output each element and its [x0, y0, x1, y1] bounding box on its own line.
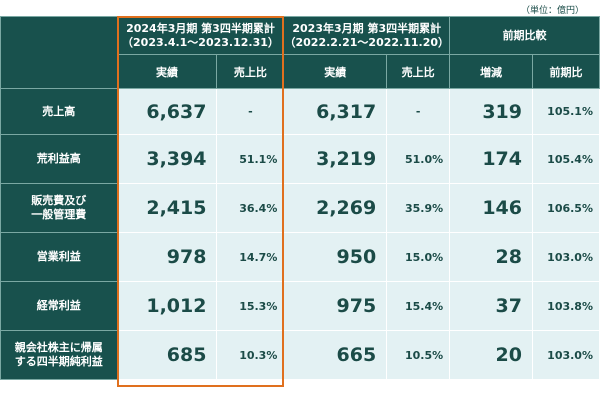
current-ratio-cell: 14.7% — [216, 232, 285, 282]
col-current-ratio: 売上比 — [216, 54, 285, 89]
col-current-actual: 実績 — [116, 54, 218, 89]
diff-cell: 37 — [449, 281, 533, 331]
current-ratio-cell: 51.1% — [216, 134, 285, 184]
col-diff: 増減 — [449, 54, 533, 89]
table-row: 営業利益 978 14.7% 950 15.0% 28 103.0% — [0, 232, 600, 282]
header-comparison: 前期比較 — [449, 16, 600, 55]
current-actual-cell: 2,415 — [116, 183, 218, 233]
current-actual-cell: 3,394 — [116, 134, 218, 184]
previous-ratio-cell: 10.5% — [386, 330, 451, 380]
yoy-cell: 103.0% — [532, 330, 600, 380]
previous-ratio-cell: 35.9% — [386, 183, 451, 233]
table-row: 売上高 6,637 - 6,317 - 319 105.1% — [0, 88, 600, 135]
previous-actual-cell: 950 — [283, 232, 388, 282]
yoy-cell: 105.4% — [532, 134, 600, 184]
previous-actual-cell: 975 — [283, 281, 388, 331]
col-previous-ratio: 売上比 — [386, 54, 451, 89]
unit-note: （単位：億円） — [520, 6, 584, 16]
current-actual-cell: 685 — [116, 330, 218, 380]
current-ratio-cell: - — [216, 88, 285, 135]
previous-period-title: 2023年3月期 第3四半期累計 — [292, 21, 442, 35]
current-actual-cell: 6,637 — [116, 88, 218, 135]
previous-actual-cell: 3,219 — [283, 134, 388, 184]
table-row: 親会社株主に帰属 する四半期純利益 685 10.3% 665 10.5% 20 … — [0, 330, 600, 380]
header-current-period: 2024年3月期 第3四半期累計 （2023.4.1～2023.12.31） — [116, 16, 285, 55]
row-label: 販売費及び 一般管理費 — [0, 183, 118, 233]
previous-actual-cell: 6,317 — [283, 88, 388, 135]
previous-period-range: （2022.2.21～2022.11.20） — [284, 35, 450, 49]
previous-actual-cell: 2,269 — [283, 183, 388, 233]
table-row: 経常利益 1,012 15.3% 975 15.4% 37 103.8% — [0, 281, 600, 331]
yoy-cell: 106.5% — [532, 183, 600, 233]
previous-ratio-cell: 15.4% — [386, 281, 451, 331]
previous-actual-cell: 665 — [283, 330, 388, 380]
col-yoy: 前期比 — [532, 54, 600, 89]
header-previous-period: 2023年3月期 第3四半期累計 （2022.2.21～2022.11.20） — [283, 16, 451, 55]
yoy-cell: 103.8% — [532, 281, 600, 331]
financial-table: 2024年3月期 第3四半期累計 （2023.4.1～2023.12.31） 2… — [0, 16, 600, 380]
current-actual-cell: 1,012 — [116, 281, 218, 331]
table-row: 販売費及び 一般管理費 2,415 36.4% 2,269 35.9% 146 1… — [0, 183, 600, 233]
current-ratio-cell: 15.3% — [216, 281, 285, 331]
table-row: 荒利益高 3,394 51.1% 3,219 51.0% 174 105.4% — [0, 134, 600, 184]
current-period-range: （2023.4.1～2023.12.31） — [122, 35, 279, 49]
yoy-cell: 103.0% — [532, 232, 600, 282]
yoy-cell: 105.1% — [532, 88, 600, 135]
current-period-title: 2024年3月期 第3四半期累計 — [126, 21, 275, 35]
diff-cell: 319 — [449, 88, 533, 135]
col-previous-actual: 実績 — [283, 54, 388, 89]
diff-cell: 174 — [449, 134, 533, 184]
previous-ratio-cell: - — [386, 88, 451, 135]
current-ratio-cell: 10.3% — [216, 330, 285, 380]
row-label: 売上高 — [0, 88, 118, 135]
previous-ratio-cell: 51.0% — [386, 134, 451, 184]
diff-cell: 146 — [449, 183, 533, 233]
row-label: 荒利益高 — [0, 134, 118, 184]
row-label: 経常利益 — [0, 281, 118, 331]
row-label: 営業利益 — [0, 232, 118, 282]
current-ratio-cell: 36.4% — [216, 183, 285, 233]
row-label: 親会社株主に帰属 する四半期純利益 — [0, 330, 118, 380]
previous-ratio-cell: 15.0% — [386, 232, 451, 282]
current-actual-cell: 978 — [116, 232, 218, 282]
diff-cell: 28 — [449, 232, 533, 282]
corner-header — [0, 16, 118, 89]
diff-cell: 20 — [449, 330, 533, 380]
